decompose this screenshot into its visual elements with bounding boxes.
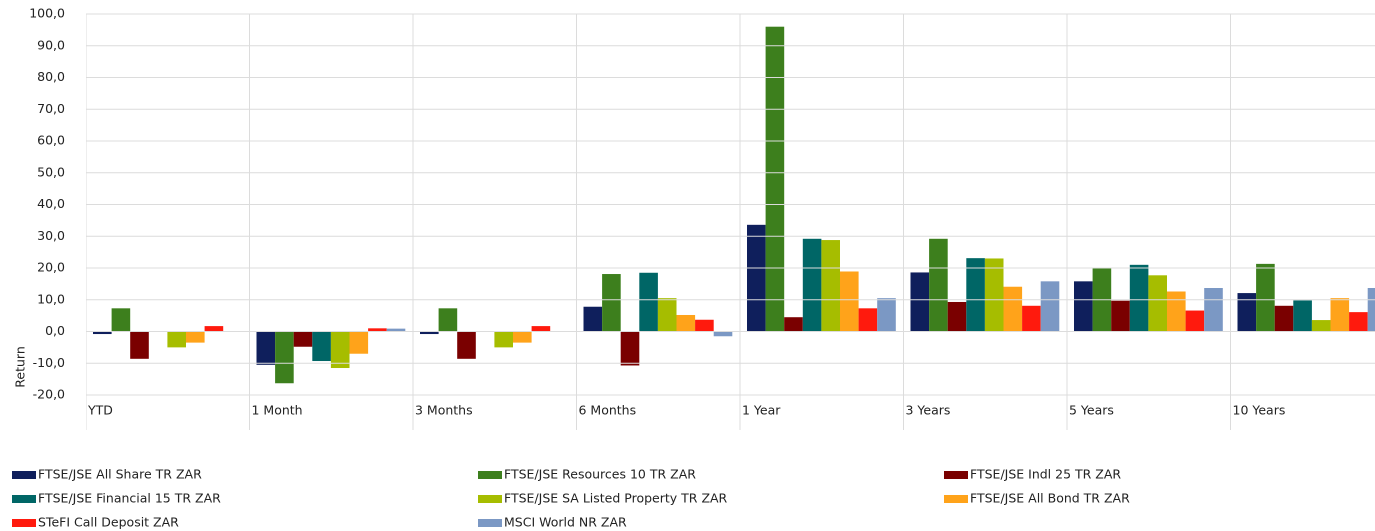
bar [1274, 305, 1294, 332]
y-tick-label: 100,0 [29, 6, 65, 21]
y-tick-label: 0,0 [45, 323, 65, 338]
legend-swatch [944, 471, 968, 479]
x-tick-label: 1 Year [742, 403, 781, 418]
bar [1293, 300, 1312, 332]
legend-swatch [944, 495, 968, 503]
bar [947, 301, 967, 332]
bar [1129, 264, 1149, 332]
x-tick-label: YTD [87, 403, 113, 418]
bar [657, 298, 677, 332]
legend-swatch [12, 519, 36, 527]
bar [1167, 291, 1186, 332]
legend-swatch [12, 471, 36, 479]
y-tick-label: 30,0 [37, 228, 65, 243]
bar [368, 328, 387, 332]
bar [1040, 281, 1060, 332]
bar [966, 258, 985, 332]
bar [1237, 293, 1257, 332]
bar [858, 308, 878, 332]
bar [1367, 288, 1375, 332]
bar [531, 326, 551, 332]
bar [167, 331, 186, 348]
bar [293, 331, 313, 347]
bar [1204, 288, 1223, 332]
y-tick-label: -10,0 [33, 355, 65, 370]
bar [438, 308, 458, 332]
bar [821, 240, 840, 332]
bar [802, 238, 822, 332]
x-tick-label: 10 Years [1233, 403, 1286, 418]
bar [312, 331, 331, 362]
bar [386, 328, 406, 332]
x-tick-label: 6 Months [579, 403, 637, 418]
y-tick-label: 10,0 [37, 291, 65, 306]
legend-label: FTSE/JSE Resources 10 TR ZAR [504, 467, 696, 482]
bar [784, 317, 803, 332]
bar [620, 331, 640, 366]
legend-label: FTSE/JSE Financial 15 TR ZAR [38, 491, 221, 506]
x-tick-label: 3 Months [415, 403, 473, 418]
y-tick-label: -20,0 [33, 387, 65, 402]
bar [1330, 298, 1350, 332]
legend-swatch [12, 495, 36, 503]
bar [130, 331, 149, 359]
legend-swatch [478, 519, 502, 527]
legend-swatch [478, 471, 502, 479]
bar [984, 258, 1004, 332]
bar [256, 331, 276, 365]
x-tick-label: 3 Years [906, 403, 951, 418]
legend-label: FTSE/JSE All Share TR ZAR [38, 467, 202, 482]
bar [910, 272, 930, 332]
bar [583, 306, 603, 332]
bar [1003, 286, 1023, 332]
y-tick-label: 60,0 [37, 133, 65, 148]
legend-swatch [478, 495, 502, 503]
legend-label: STeFI Call Deposit ZAR [38, 515, 179, 530]
plot [86, 14, 1375, 430]
y-tick-label: 80,0 [37, 69, 65, 84]
bar [420, 331, 439, 335]
x-tick-label: 5 Years [1069, 403, 1114, 418]
bar [93, 331, 112, 335]
bar [1349, 312, 1368, 332]
bar [513, 331, 532, 343]
bar [457, 331, 476, 359]
bar [602, 274, 621, 332]
bar [713, 331, 733, 337]
bar [1185, 310, 1205, 332]
bar [765, 26, 785, 332]
bar [111, 308, 131, 332]
bar [676, 314, 696, 332]
bar [1111, 300, 1130, 332]
legend-label: FTSE/JSE Indl 25 TR ZAR [970, 467, 1121, 482]
y-axis-title: Return [13, 346, 28, 387]
bar [204, 326, 224, 332]
y-tick-label: 20,0 [37, 260, 65, 275]
y-tick-label: 70,0 [37, 101, 65, 116]
bar [747, 224, 766, 332]
bar [1256, 263, 1275, 332]
legend-label: FTSE/JSE All Bond TR ZAR [970, 491, 1130, 506]
bar [494, 331, 513, 348]
bar [877, 298, 896, 332]
bar [349, 331, 369, 354]
x-tick-label: 1 Month [252, 403, 303, 418]
bar [840, 271, 859, 332]
bar [1022, 305, 1041, 332]
bar [186, 331, 205, 343]
bar [1311, 320, 1331, 332]
legend-label: MSCI World NR ZAR [504, 515, 627, 530]
bar [695, 319, 714, 332]
y-tick-label: 50,0 [37, 164, 65, 179]
bar [330, 331, 350, 369]
bar [1148, 275, 1167, 332]
legend-label: FTSE/JSE SA Listed Property TR ZAR [504, 491, 728, 506]
y-tick-label: 40,0 [37, 196, 65, 211]
bar [1074, 281, 1093, 332]
bar [275, 331, 294, 384]
y-tick-label: 90,0 [37, 37, 65, 52]
bar [639, 272, 658, 332]
bar [929, 238, 948, 332]
